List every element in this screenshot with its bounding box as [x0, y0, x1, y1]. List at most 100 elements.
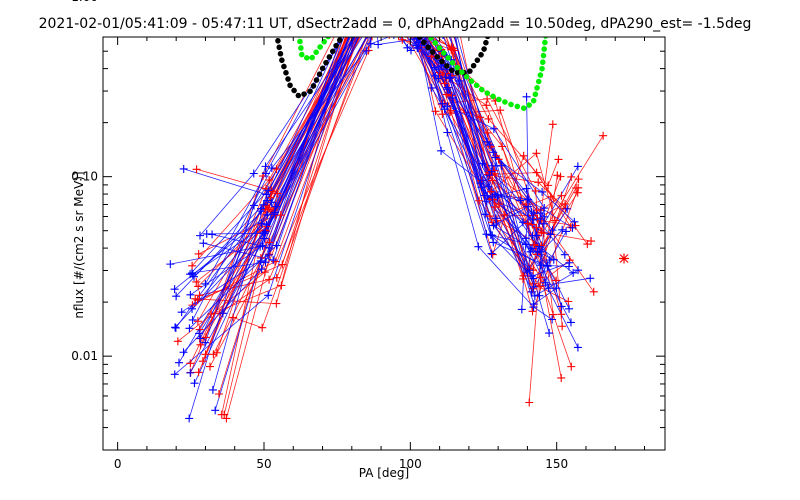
- trace-point: [482, 101, 491, 110]
- trace-line: [206, 37, 530, 271]
- trace-line: [205, 37, 557, 338]
- x-tick-label: 0: [114, 457, 122, 471]
- trace-point: [488, 176, 497, 185]
- trace-point: [523, 219, 532, 228]
- trace-line: [203, 37, 549, 289]
- trace-point: [517, 305, 526, 314]
- trace-point: [201, 279, 210, 288]
- trace-point: [527, 287, 536, 296]
- trace-point: [179, 164, 188, 173]
- trace-point: [366, 39, 375, 48]
- trace-point: [482, 197, 491, 206]
- trace-point: [372, 0, 380, 2]
- trace-line: [191, 37, 563, 327]
- trace-point: [540, 212, 549, 221]
- trace-point: [500, 210, 509, 219]
- fit-curve: [296, 37, 549, 112]
- trace-point: [377, 3, 385, 11]
- trace-point: [438, 99, 447, 108]
- x-axis-ticks: 0 50 100 150: [114, 37, 646, 471]
- trace-point: [541, 278, 550, 287]
- trace-point: [192, 277, 201, 286]
- trace-point: [558, 225, 567, 234]
- trace-point: [442, 37, 444, 40]
- trace-point: [535, 291, 544, 300]
- trace-point: [409, 7, 417, 15]
- trace-point: [494, 200, 503, 209]
- trace-point: [535, 242, 544, 251]
- trace-point: [272, 165, 281, 174]
- trace-point: [170, 285, 179, 294]
- trace-point: [527, 272, 536, 281]
- trace-point: [443, 102, 452, 111]
- trace-point: [367, 5, 375, 13]
- trace-point: [194, 282, 203, 291]
- trace-point: [382, 0, 390, 6]
- trace-point: [567, 172, 576, 181]
- plot-frame: [102, 36, 666, 451]
- trace-point: [446, 108, 455, 117]
- trace-point: [370, 4, 378, 12]
- trace-point: [262, 220, 271, 229]
- trace-point: [528, 307, 537, 316]
- trace-point: [264, 250, 273, 259]
- trace-point: [475, 196, 484, 205]
- trace-point: [483, 128, 492, 137]
- trace-point: [171, 323, 180, 332]
- trace-point: [211, 406, 220, 415]
- trace-point: [526, 247, 535, 256]
- trace-point: [570, 217, 579, 226]
- trace-point: [497, 161, 506, 170]
- trace-point: [574, 175, 583, 184]
- trace-point: [263, 210, 272, 219]
- trace-point: [523, 202, 532, 211]
- trace-point: [483, 137, 492, 146]
- trace-point: [525, 398, 534, 407]
- trace-point: [482, 230, 491, 239]
- trace-point: [521, 240, 530, 249]
- trace-point: [474, 242, 483, 251]
- trace-point: [484, 114, 493, 123]
- trace-point: [201, 333, 210, 342]
- trace-point: [489, 238, 498, 247]
- trace-line: [189, 37, 563, 329]
- trace-point: [496, 106, 505, 115]
- trace-point: [177, 308, 186, 317]
- trace-point: [599, 131, 608, 140]
- trace-point: [486, 230, 495, 239]
- trace-point: [449, 44, 458, 53]
- trace-point: [171, 323, 180, 332]
- trace-point: [548, 315, 557, 324]
- trace-point: [485, 212, 494, 221]
- trace-point: [434, 74, 443, 83]
- trace-point: [256, 242, 265, 251]
- trace-point: [546, 192, 555, 201]
- trace-point: [532, 149, 541, 158]
- trace-point: [543, 262, 552, 271]
- trace-point: [378, 6, 386, 14]
- trace-point: [199, 239, 208, 248]
- y-tick-label: 0.10: [71, 170, 98, 184]
- trace-point: [549, 310, 558, 319]
- trace-point: [386, 6, 394, 14]
- trace-point: [188, 315, 197, 324]
- trace-point: [403, 43, 412, 52]
- trace-point: [212, 348, 221, 357]
- trace-point: [388, 37, 390, 39]
- trace-point: [489, 221, 498, 230]
- trace-point: [477, 183, 486, 192]
- trace-point: [222, 414, 231, 423]
- trace-point: [205, 362, 214, 371]
- trace-point: [548, 120, 557, 129]
- trace-line: [205, 37, 570, 285]
- trace-point: [498, 142, 507, 151]
- trace-point: [573, 162, 582, 171]
- trace-point: [522, 184, 531, 193]
- trace-point: [560, 250, 569, 259]
- trace-line: [211, 37, 604, 315]
- trace-point: [552, 284, 561, 293]
- trace-point: [493, 193, 502, 202]
- trace-point: [393, 37, 395, 39]
- trace-point: [527, 208, 536, 217]
- trace-point: [481, 210, 490, 219]
